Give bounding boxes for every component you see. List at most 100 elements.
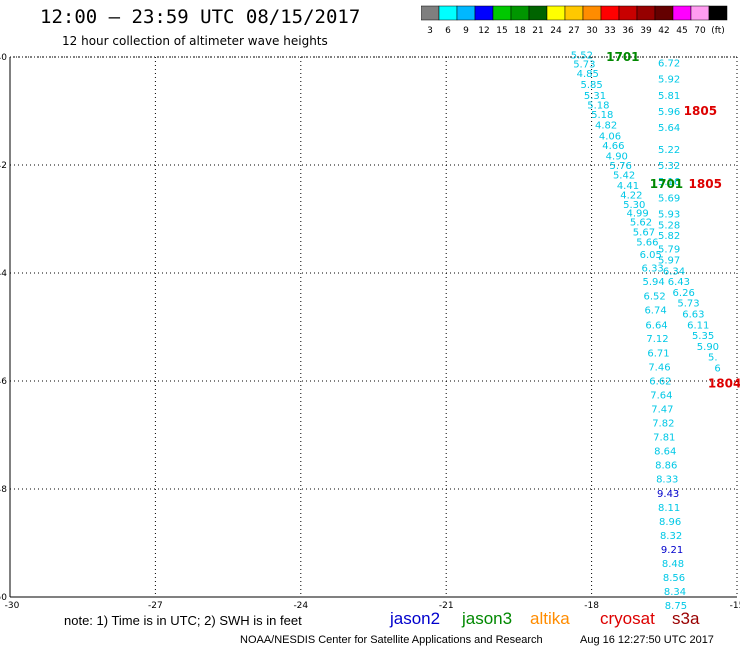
- lat-tick-label: 44: [0, 269, 7, 279]
- wave-height-color-scale: 3 6 9 12 15 18 21 24 27 30 33 36 39 42 45 70 (ft): [421, 5, 728, 36]
- legend-altika: altika: [530, 609, 570, 628]
- scale-swatch: [708, 5, 728, 21]
- wave-height-reading: 5.73: [573, 59, 595, 70]
- wave-height-reading: 5.35: [692, 331, 714, 342]
- wave-height-reading: 6.26: [673, 288, 695, 299]
- scale-label: 21: [532, 26, 543, 36]
- wave-height-reading: 5.92: [658, 75, 680, 86]
- wave-height-reading: 7.12: [646, 334, 668, 345]
- scale-label: (ft): [711, 26, 725, 36]
- wave-height-reading: 5.73: [677, 299, 699, 310]
- wave-height-reading: 8.56: [663, 573, 685, 584]
- wave-height-reading: 6.52: [643, 292, 665, 303]
- lon-tick-label: -24: [293, 601, 308, 610]
- lat-tick-label: 50: [0, 593, 7, 603]
- lat-tick-label: 40: [0, 53, 7, 63]
- wave-height-reading: 4.66: [602, 141, 624, 152]
- wave-height-reading: 5.66: [636, 238, 658, 249]
- lon-corner-label: -30: [5, 601, 20, 610]
- lat-tick-label: 48: [0, 485, 7, 495]
- scale-label: 6: [445, 26, 451, 36]
- wave-height-reading: 5.32: [658, 161, 680, 172]
- pass-time-label: 1804: [708, 377, 740, 391]
- wave-height-reading: 5.31: [584, 91, 606, 102]
- scale-label: 15: [496, 26, 507, 36]
- scale-label: 12: [478, 26, 489, 36]
- wave-height-reading: 8.86: [655, 461, 677, 472]
- wave-height-reading: 8.33: [656, 475, 678, 486]
- wave-height-reading: 7.82: [652, 419, 674, 430]
- legend-cryosat: cryosat: [600, 609, 655, 628]
- wave-height-reading: 4.82: [595, 121, 617, 132]
- wave-height-reading: 7.81: [653, 433, 675, 444]
- wave-height-reading: 5.97: [658, 256, 680, 267]
- wave-height-reading: 5.90: [697, 342, 719, 353]
- map-title: 12:00 – 23:59 UTC 08/15/2017: [40, 6, 361, 28]
- wave-height-reading: 5.: [708, 353, 718, 364]
- wave-height-reading: 8.64: [654, 447, 676, 458]
- scale-label: 42: [658, 26, 669, 36]
- footer-timestamp: Aug 16 12:27:50 UTC 2017: [580, 634, 714, 646]
- wave-height-reading: 6.64: [645, 320, 667, 331]
- wave-height-reading: 5.42: [613, 171, 635, 182]
- wave-height-reading: 7.46: [648, 362, 670, 373]
- pass-time-label: 1701: [650, 177, 683, 191]
- wave-height-reading: 5.79: [658, 245, 680, 256]
- wave-height-reading: 5.18: [587, 101, 609, 112]
- wave-height-reading: 5.62: [630, 218, 652, 229]
- wave-height-reading: 8.75: [665, 601, 687, 610]
- wave-height-reading: 5.96: [658, 107, 680, 118]
- wave-height-reading: 5.82: [658, 231, 680, 242]
- wave-height-reading: 4.41: [617, 181, 639, 192]
- lon-tick-label: -15: [730, 601, 740, 610]
- wave-height-reading: 6.05: [640, 250, 662, 261]
- wave-height-reading: 6.43: [668, 277, 690, 288]
- scale-label: 18: [514, 26, 526, 36]
- wave-height-reading: 6.62: [649, 376, 671, 387]
- scale-label: 70: [694, 26, 706, 36]
- legend-jason3: jason3: [462, 609, 513, 628]
- wave-height-reading: 9.21: [661, 545, 683, 556]
- wave-height-reading: 5.67: [633, 227, 655, 238]
- lon-tick-label: -18: [584, 601, 599, 610]
- wave-height-reading: 5.94: [643, 277, 665, 288]
- map-subtitle: 12 hour collection of altimeter wave hei…: [62, 34, 328, 48]
- scale-label: 3: [427, 26, 433, 36]
- wave-height-reading: 5.69: [658, 193, 680, 204]
- wave-height-reading: 8.48: [662, 559, 684, 570]
- wave-height-reading: 5.76: [610, 161, 632, 172]
- wave-height-reading: 6.63: [682, 310, 704, 321]
- wave-height-reading: 9.43: [657, 489, 679, 500]
- pass-time-label: 1805: [689, 177, 722, 191]
- wave-height-reading: 6: [714, 364, 720, 375]
- scale-label: 36: [622, 26, 634, 36]
- scale-label: 27: [568, 26, 579, 36]
- wave-height-reading: 7.64: [650, 391, 672, 402]
- wave-height-reading: 8.32: [660, 531, 682, 542]
- wave-height-reading: 5.64: [658, 123, 680, 134]
- wave-height-reading: 4.22: [620, 191, 642, 202]
- lat-tick-label: 46: [0, 377, 7, 387]
- scale-label: 30: [586, 26, 598, 36]
- wave-height-reading: 4.99: [627, 209, 649, 220]
- wave-height-reading: 5.30: [623, 200, 645, 211]
- wave-height-reading: 8.11: [658, 503, 680, 514]
- wave-height-reading: 6.74: [644, 306, 666, 317]
- legend-s3a: s3a: [672, 609, 700, 628]
- wave-height-reading: 5.85: [580, 80, 602, 91]
- wave-height-reading: 6.72: [658, 58, 680, 69]
- wave-height-reading: 5.52: [571, 50, 593, 61]
- scale-label: 9: [463, 26, 469, 36]
- wave-height-reading: 4.85: [577, 69, 599, 80]
- pass-time-label: 1805: [684, 104, 717, 118]
- scale-label: 33: [604, 26, 615, 36]
- wave-height-reading: 5.16: [658, 177, 680, 188]
- notes-text: note: 1) Time is in UTC; 2) SWH is in fe…: [64, 613, 302, 628]
- scale-label: 45: [676, 26, 687, 36]
- scale-label: 24: [550, 26, 562, 36]
- wave-height-reading: 4.06: [599, 131, 621, 142]
- wave-height-reading: 5.81: [658, 91, 680, 102]
- wave-height-reading: 6.11: [687, 320, 709, 331]
- wave-height-reading: 8.34: [664, 587, 686, 598]
- wave-height-reading: 8.96: [659, 517, 681, 528]
